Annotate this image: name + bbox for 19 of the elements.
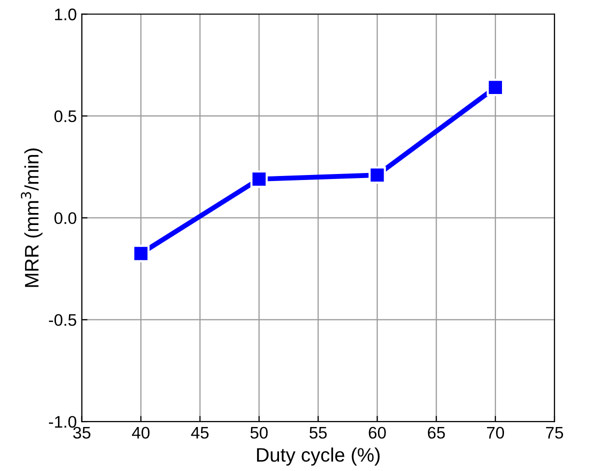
x-tick-label: 60 <box>368 426 386 439</box>
x-tick-label: 75 <box>546 427 564 439</box>
y-axis-title: MRR (mm$^{3}$/min) <box>20 148 42 287</box>
x-tick-label: 45 <box>191 427 209 439</box>
x-tick-label: 65 <box>428 426 445 439</box>
x-tick-label: 35 <box>73 426 90 439</box>
x-tick-label: 55 <box>310 427 327 439</box>
point <box>368 166 386 184</box>
y-tick-label: 1.0 <box>55 8 76 20</box>
point <box>250 170 268 188</box>
x-tick-label: 70 <box>486 426 504 439</box>
y-tick-label: 0.0 <box>54 212 76 224</box>
x-axis-title: Duty cycle (%) <box>257 448 380 466</box>
y-tick-label: -0.5 <box>48 314 76 326</box>
y-tick-label: -1.0 <box>48 416 76 428</box>
x-tick-label: 40 <box>132 426 150 439</box>
x-tick-label: 50 <box>250 426 268 439</box>
y-tick-label: 0.5 <box>54 110 76 122</box>
point <box>132 244 150 262</box>
